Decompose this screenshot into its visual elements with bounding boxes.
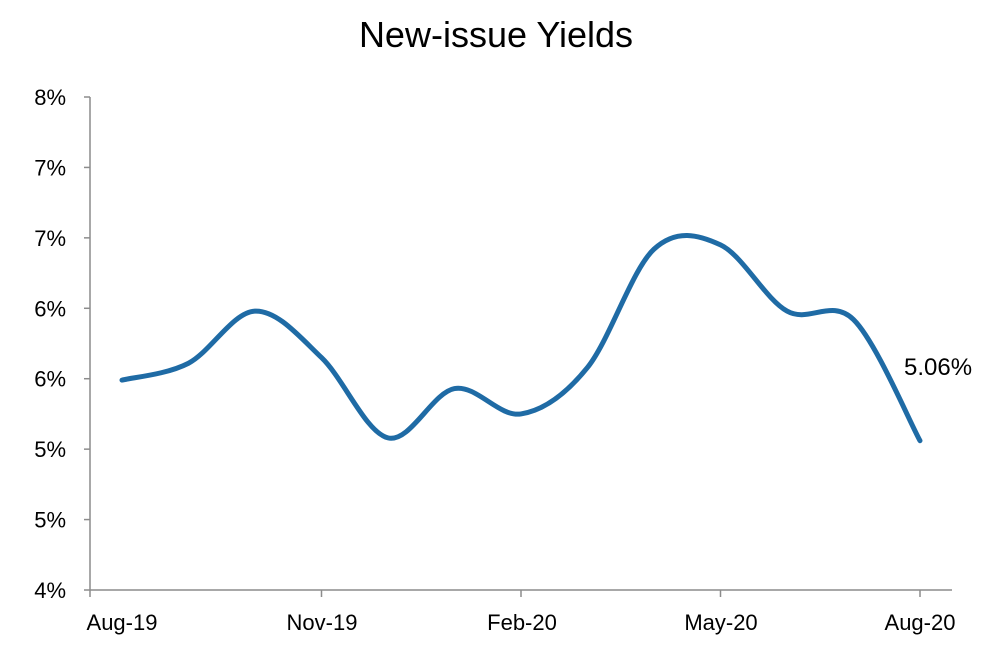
y-tick-label: 8%	[34, 85, 66, 110]
x-tick-label: May-20	[684, 610, 757, 635]
x-tick-label: Nov-19	[287, 610, 358, 635]
y-tick-label: 4%	[34, 578, 66, 603]
x-tick-label: Aug-19	[87, 610, 158, 635]
y-tick-label: 7%	[34, 155, 66, 180]
y-tick-label: 7%	[34, 226, 66, 251]
x-tick-label: Aug-20	[885, 610, 956, 635]
data-label-last: 5.06%	[904, 354, 972, 381]
chart-title: New-issue Yields	[358, 14, 634, 55]
y-tick-label: 6%	[34, 296, 66, 321]
y-tick-label: 5%	[34, 508, 66, 533]
y-tick-label: 6%	[34, 367, 66, 392]
series-line	[119, 233, 923, 444]
x-tick-label: Feb-20	[487, 610, 557, 635]
y-tick-label: 5%	[34, 437, 66, 462]
